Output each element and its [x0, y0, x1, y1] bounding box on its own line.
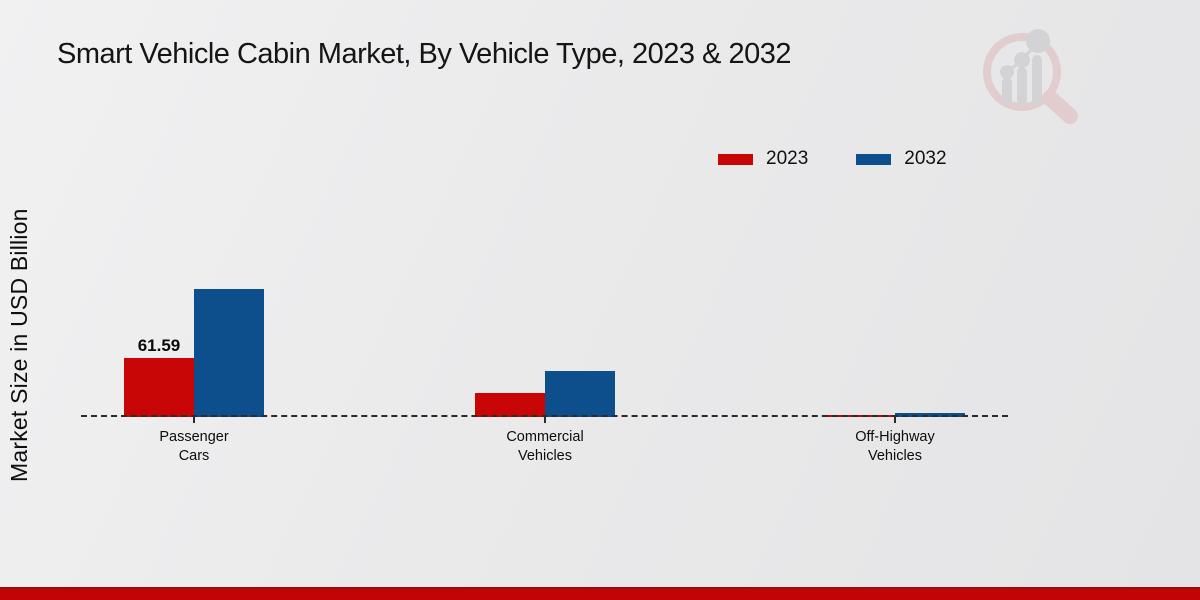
bar-2032-commercial-vehicles: [545, 371, 615, 417]
bar-2032-passenger-cars: [194, 289, 264, 417]
bar-2023-passenger-cars: [124, 358, 194, 417]
category-label-passenger-cars: Passenger Cars: [159, 429, 229, 465]
x-axis-tick-passenger-cars: [193, 417, 195, 423]
legend-swatch-2032-icon: [856, 153, 892, 165]
chart-title: Smart Vehicle Cabin Market, By Vehicle T…: [57, 38, 791, 70]
market-research-future-logo-icon: [983, 29, 1078, 124]
category-label-commercial-vehicles: Commercial Vehicles: [506, 429, 584, 465]
legend-label-2032: 2032: [904, 148, 947, 169]
value-label-2023-passenger-cars: 61.59: [137, 336, 181, 355]
category-label-off-highway-vehicles: Off-Highway Vehicles: [855, 429, 935, 465]
x-axis-tick-commercial-vehicles: [544, 417, 546, 423]
bar-2032-off-highway-vehicles: [895, 412, 965, 417]
legend-item-2023: 2023: [718, 148, 808, 170]
legend-item-2032: 2032: [856, 148, 947, 170]
x-axis-tick-off-highway-vehicles: [894, 417, 896, 423]
legend-label-2023: 2023: [766, 148, 809, 169]
legend-swatch-2023-icon: [718, 153, 753, 165]
bottom-red-strip: [0, 587, 1200, 600]
x-axis-dashed-baseline: [81, 415, 1008, 417]
legend: 2023 2032: [718, 148, 947, 170]
bar-2023-commercial-vehicles: [475, 392, 545, 417]
